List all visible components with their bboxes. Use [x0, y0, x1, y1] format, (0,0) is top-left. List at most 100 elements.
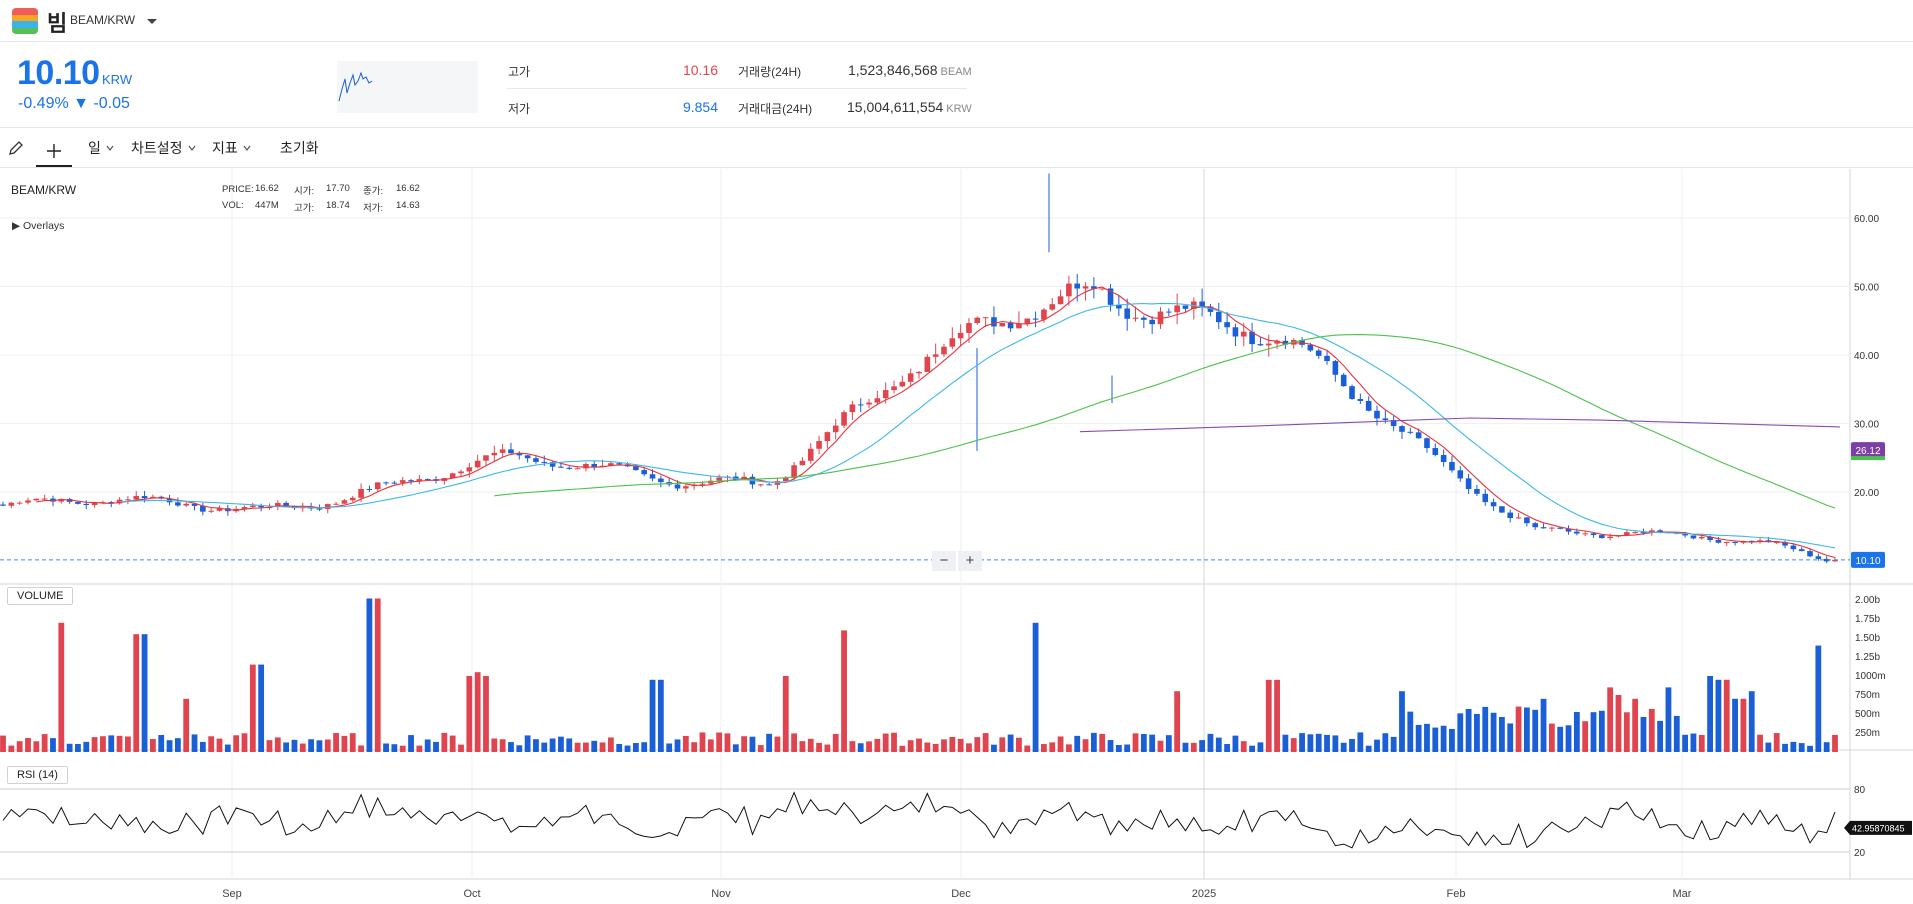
volume-bar — [1482, 706, 1489, 752]
indicators-menu[interactable]: 지표 — [212, 138, 252, 158]
chevron-down-icon[interactable] — [143, 12, 161, 30]
candle-body — [1657, 530, 1663, 533]
price-tick-label: 50.00 — [1854, 283, 1879, 294]
volume-bar — [1282, 734, 1289, 752]
volume-tick-label: 1.25b — [1855, 652, 1880, 663]
volume-bar — [1657, 720, 1664, 752]
coin-pair[interactable]: BEAM/KRW — [70, 13, 136, 27]
volume-bar — [1149, 734, 1156, 752]
volume-bar — [841, 630, 847, 752]
volume-bar — [1207, 733, 1214, 752]
candle-body — [108, 502, 115, 504]
volume-bar — [549, 738, 556, 752]
legend-open: 17.70 — [326, 183, 350, 194]
volume-bar — [957, 738, 964, 752]
candle-body — [324, 504, 331, 510]
legend-close-label: 종가: — [363, 186, 384, 197]
volume-bar — [949, 736, 956, 752]
reset-button[interactable]: 초기화 — [280, 140, 319, 156]
volume-bar — [224, 744, 231, 752]
volume-tick-label: 750m — [1855, 690, 1880, 701]
zoom-out-button[interactable]: − — [932, 551, 956, 571]
price-tick-label: 60.00 — [1854, 214, 1879, 225]
volume-bar — [741, 736, 748, 752]
volume-bar — [607, 737, 614, 752]
candle-body — [882, 390, 889, 399]
candle-body — [1773, 542, 1780, 544]
candle-body — [583, 463, 589, 469]
volume-bar — [274, 737, 281, 752]
period-select[interactable]: 일 — [88, 138, 115, 158]
volume-bar — [1590, 712, 1597, 752]
volume-bar — [141, 634, 148, 752]
ma-fast-line — [36, 286, 1836, 559]
candle-body — [1149, 319, 1155, 325]
candle-body — [1257, 344, 1264, 346]
volume-bar — [583, 742, 589, 752]
crosshair-icon[interactable] — [36, 137, 72, 167]
pencil-icon[interactable] — [7, 139, 25, 157]
price-change: -0.49% ▼ -0.05 — [18, 95, 130, 112]
candle-body — [141, 496, 148, 499]
candle-body — [491, 452, 498, 456]
chart-settings-menu[interactable]: 차트설정 — [131, 138, 197, 158]
candle-body — [1332, 361, 1339, 375]
candle-body — [358, 488, 364, 498]
candle-body — [1057, 296, 1064, 305]
candle-body — [424, 479, 431, 481]
volume-bar — [533, 739, 539, 752]
volume-bar — [1224, 744, 1231, 752]
volume-bar — [1790, 741, 1797, 752]
candle-body — [408, 480, 414, 482]
volume-bar — [50, 738, 56, 752]
volume-bar — [1490, 712, 1497, 752]
zoom-in-button[interactable]: + — [958, 551, 982, 571]
candle-body — [1748, 540, 1755, 543]
volume-bar — [824, 744, 831, 752]
volume-bar — [1249, 745, 1255, 752]
volume-bar — [1765, 742, 1772, 752]
candle-body — [216, 508, 223, 511]
overlays-toggle[interactable]: ▶ Overlays — [12, 220, 64, 232]
candle-body — [0, 504, 6, 506]
volume-bar — [1823, 742, 1830, 752]
volume-bar — [491, 738, 498, 752]
volume-bar — [1807, 745, 1813, 752]
candle-body — [416, 479, 423, 482]
candle-body — [1399, 426, 1405, 432]
volume-bar — [1782, 743, 1788, 752]
volume-bar — [75, 744, 81, 752]
volume-bar — [1698, 734, 1705, 752]
volume-bar — [1540, 698, 1547, 752]
coin-name: 빔 — [47, 11, 68, 36]
volume-bar — [857, 743, 864, 752]
volume-bar — [816, 742, 822, 752]
volume-bar — [899, 745, 906, 752]
volume-bar — [1815, 645, 1822, 752]
candle-body — [1116, 304, 1122, 309]
candle-body — [1390, 420, 1397, 427]
candle-body — [91, 502, 98, 506]
volume-bar — [932, 743, 939, 752]
amount-unit: KRW — [946, 103, 972, 115]
volume-bar — [483, 676, 489, 752]
candle-body — [1424, 438, 1430, 449]
chart-area[interactable]: 60.00 50.00 40.00 30.00 20.00 Sep Oct Nov Dec 202… — [0, 169, 1913, 904]
candle-body — [1823, 558, 1830, 562]
volume-bar — [1357, 732, 1364, 752]
high-label: 고가 — [508, 65, 531, 79]
candle-body — [1099, 288, 1105, 290]
rsi-badge — [1844, 820, 1912, 835]
candle-body — [1574, 531, 1580, 534]
candle-body — [1016, 323, 1022, 329]
stats-divider — [507, 88, 967, 89]
volume-bar — [241, 733, 248, 752]
volume-bar — [133, 634, 140, 752]
volume-bar — [1307, 734, 1314, 752]
volume-bar — [299, 743, 306, 752]
volume-bar — [8, 745, 15, 752]
candle-body — [466, 467, 473, 472]
volume-bar — [1115, 745, 1122, 752]
volume-bar — [1290, 738, 1297, 752]
